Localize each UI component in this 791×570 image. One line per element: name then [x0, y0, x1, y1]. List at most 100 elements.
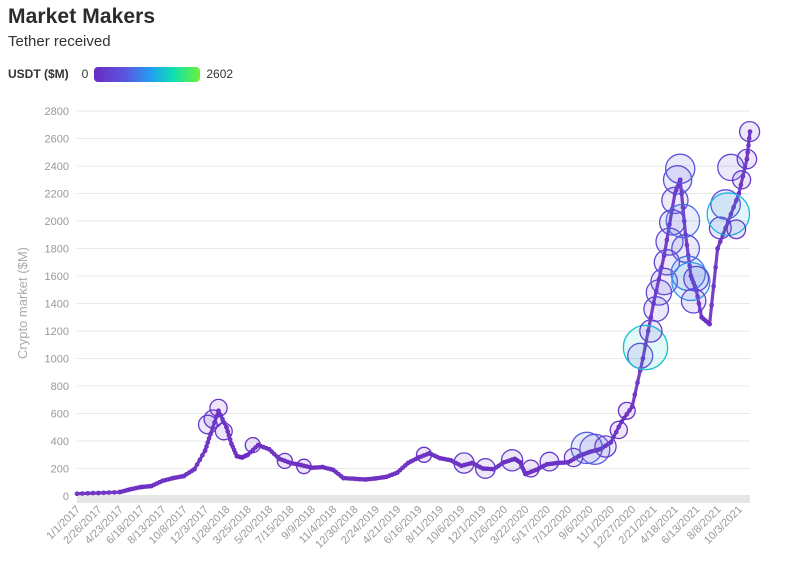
series-point [695, 294, 700, 299]
y-tick-label: 1400 [45, 299, 69, 311]
bubble-point [710, 189, 741, 220]
series-point [106, 490, 112, 495]
series-point [314, 465, 320, 470]
series-point [424, 452, 430, 457]
bubble-point [639, 319, 663, 343]
series-point [584, 450, 590, 456]
series-point [74, 491, 80, 497]
series-point [696, 301, 702, 306]
series-point [341, 475, 346, 481]
series-point [381, 474, 387, 480]
series-point [731, 205, 736, 210]
bubble-point [622, 324, 669, 371]
series-point [531, 468, 536, 474]
y-tick-label: 800 [51, 381, 69, 393]
x-axis-band [77, 495, 750, 503]
series-point [176, 474, 181, 480]
series-point [677, 177, 683, 183]
legend-min-label: 0 [81, 67, 89, 81]
series-point [728, 211, 734, 217]
series-point [734, 198, 739, 203]
series-point [85, 491, 90, 496]
series-point [376, 475, 381, 481]
series-point [141, 484, 146, 490]
series-point [360, 477, 365, 482]
series-point [624, 411, 630, 417]
bubble-point [209, 398, 228, 418]
series-point [587, 449, 592, 455]
series-point [250, 447, 256, 453]
bubble-point [680, 287, 707, 314]
series-point [285, 459, 291, 465]
series-point [389, 472, 395, 478]
series-point [225, 429, 230, 434]
series-point [138, 484, 144, 490]
bubble-point [197, 414, 218, 435]
bubble-point [594, 435, 617, 458]
bubble-point [683, 265, 710, 292]
series-point [395, 470, 400, 475]
bubble-point [726, 219, 747, 240]
series-point [365, 476, 371, 482]
bubble-point [539, 451, 560, 472]
series-point [368, 476, 373, 482]
series-point [461, 462, 467, 468]
y-tick-label: 1600 [45, 271, 69, 283]
y-axis-title: Crypto market ($M) [15, 247, 30, 359]
series-point [667, 222, 672, 227]
series-point [485, 466, 491, 472]
series-point [120, 489, 125, 494]
bubble-point [203, 409, 223, 429]
legend-title: USDT ($M) [8, 67, 69, 81]
bubble-point [731, 170, 752, 190]
series-point [648, 315, 654, 320]
bubble-point [570, 431, 604, 465]
y-axis-ticks: 0 200 400 600 800 1000 1200 1400 1600 1800 2000 220… [45, 106, 69, 503]
series-point [127, 487, 133, 492]
series-point [170, 475, 176, 481]
y-tick-label: 1200 [45, 326, 69, 338]
series-point [687, 263, 692, 269]
series-point [90, 490, 96, 496]
series-point [301, 463, 307, 469]
bubble-point [653, 249, 681, 276]
series-point [80, 491, 85, 496]
color-legend: USDT ($M) 0 2602 [8, 64, 233, 84]
series-point [552, 461, 558, 466]
series-point [528, 469, 534, 475]
series-point [709, 302, 714, 308]
series-point [206, 436, 212, 441]
series-point [178, 474, 184, 479]
series-point [464, 462, 470, 467]
chart-title: Market Makers [8, 5, 156, 28]
series-point [645, 328, 651, 334]
x-axis-baseline [77, 495, 750, 503]
series-point [627, 408, 632, 413]
y-tick-label: 2200 [45, 189, 69, 201]
series-point [488, 466, 494, 472]
series-point [266, 447, 272, 452]
bubble-point [617, 401, 636, 420]
series-point [317, 465, 323, 470]
series-point [346, 476, 352, 481]
bubble-point [453, 452, 475, 474]
series-point [507, 458, 512, 463]
series-point [589, 449, 595, 454]
series-point [320, 464, 325, 470]
series-point [718, 239, 723, 244]
series-point [744, 156, 750, 162]
series-point [192, 466, 197, 472]
series-point [204, 444, 209, 449]
series-point [480, 466, 486, 471]
series-point [130, 486, 136, 492]
y-tick-label: 1800 [45, 244, 69, 256]
series-point [224, 425, 229, 430]
series-point [738, 182, 744, 188]
series-point [459, 463, 464, 469]
series-point [117, 489, 122, 495]
series-point [576, 453, 582, 459]
series-point [387, 473, 392, 479]
series-point [421, 453, 427, 458]
series-point [162, 477, 168, 483]
y-tick-label: 600 [51, 409, 69, 421]
